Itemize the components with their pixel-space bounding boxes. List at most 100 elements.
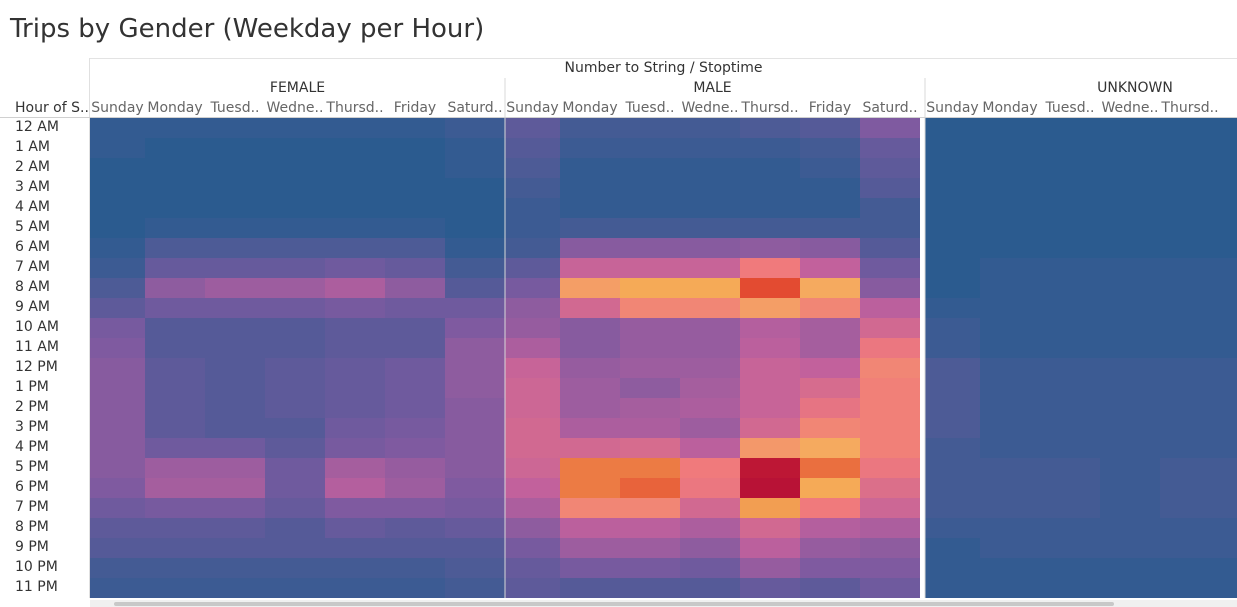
heatmap-cell-male-10-3[interactable] [680, 318, 740, 338]
heatmap-cell-female-9-6[interactable] [445, 298, 505, 318]
heatmap-cell-unknown-13-5[interactable] [1220, 378, 1237, 398]
heatmap-cell-male-22-2[interactable] [620, 558, 680, 578]
heatmap-cell-unknown-21-3[interactable] [1100, 538, 1160, 558]
heatmap-cell-female-6-3[interactable] [265, 238, 325, 258]
heatmap-cell-unknown-14-1[interactable] [980, 398, 1040, 418]
heatmap-cell-female-11-1[interactable] [145, 338, 205, 358]
heatmap-cell-female-12-6[interactable] [445, 358, 505, 378]
heatmap-cell-female-6-0[interactable] [90, 238, 145, 258]
heatmap-cell-unknown-10-5[interactable] [1220, 318, 1237, 338]
heatmap-cell-male-23-6[interactable] [860, 578, 920, 598]
heatmap-cell-male-18-0[interactable] [505, 478, 560, 498]
heatmap-cell-male-12-0[interactable] [505, 358, 560, 378]
heatmap-cell-female-2-1[interactable] [145, 158, 205, 178]
heatmap-cell-unknown-17-1[interactable] [980, 458, 1040, 478]
heatmap-cell-female-15-2[interactable] [205, 418, 265, 438]
heatmap-cell-female-21-6[interactable] [445, 538, 505, 558]
heatmap-cell-female-14-1[interactable] [145, 398, 205, 418]
heatmap-cell-male-23-1[interactable] [560, 578, 620, 598]
heatmap-cell-unknown-16-1[interactable] [980, 438, 1040, 458]
heatmap-cell-unknown-8-2[interactable] [1040, 278, 1100, 298]
heatmap-cell-unknown-18-4[interactable] [1160, 478, 1220, 498]
heatmap-cell-male-14-5[interactable] [800, 398, 860, 418]
heatmap-cell-male-8-2[interactable] [620, 278, 680, 298]
heatmap-cell-unknown-8-5[interactable] [1220, 278, 1237, 298]
heatmap-cell-female-7-3[interactable] [265, 258, 325, 278]
heatmap-cell-male-11-6[interactable] [860, 338, 920, 358]
heatmap-cell-female-8-6[interactable] [445, 278, 505, 298]
heatmap-cell-male-8-0[interactable] [505, 278, 560, 298]
heatmap-cell-male-14-4[interactable] [740, 398, 800, 418]
heatmap-cell-unknown-8-1[interactable] [980, 278, 1040, 298]
heatmap-cell-unknown-12-2[interactable] [1040, 358, 1100, 378]
heatmap-cell-male-7-3[interactable] [680, 258, 740, 278]
heatmap-cell-male-7-5[interactable] [800, 258, 860, 278]
heatmap-cell-unknown-5-3[interactable] [1100, 218, 1160, 238]
heatmap-cell-female-17-3[interactable] [265, 458, 325, 478]
heatmap-cell-unknown-12-5[interactable] [1220, 358, 1237, 378]
heatmap-cell-female-20-0[interactable] [90, 518, 145, 538]
heatmap-cell-unknown-11-1[interactable] [980, 338, 1040, 358]
heatmap-cell-male-0-4[interactable] [740, 118, 800, 138]
heatmap-cell-unknown-6-3[interactable] [1100, 238, 1160, 258]
heatmap-cell-male-0-1[interactable] [560, 118, 620, 138]
heatmap-cell-unknown-23-3[interactable] [1100, 578, 1160, 598]
heatmap-cell-unknown-2-1[interactable] [980, 158, 1040, 178]
heatmap-cell-unknown-11-4[interactable] [1160, 338, 1220, 358]
heatmap-cell-unknown-14-0[interactable] [925, 398, 980, 418]
heatmap-cell-unknown-12-1[interactable] [980, 358, 1040, 378]
heatmap-cell-female-4-2[interactable] [205, 198, 265, 218]
heatmap-cell-female-13-1[interactable] [145, 378, 205, 398]
heatmap-cell-unknown-4-3[interactable] [1100, 198, 1160, 218]
heatmap-cell-female-1-4[interactable] [325, 138, 385, 158]
heatmap-cell-unknown-6-4[interactable] [1160, 238, 1220, 258]
heatmap-cell-unknown-6-5[interactable] [1220, 238, 1237, 258]
heatmap-cell-female-22-1[interactable] [145, 558, 205, 578]
heatmap-cell-female-5-3[interactable] [265, 218, 325, 238]
heatmap-cell-male-11-1[interactable] [560, 338, 620, 358]
heatmap-cell-unknown-20-5[interactable] [1220, 518, 1237, 538]
heatmap-cell-male-13-5[interactable] [800, 378, 860, 398]
heatmap-cell-unknown-18-1[interactable] [980, 478, 1040, 498]
heatmap-cell-unknown-20-0[interactable] [925, 518, 980, 538]
heatmap-cell-male-2-3[interactable] [680, 158, 740, 178]
heatmap-cell-male-3-4[interactable] [740, 178, 800, 198]
heatmap-cell-unknown-20-1[interactable] [980, 518, 1040, 538]
heatmap-cell-female-1-2[interactable] [205, 138, 265, 158]
heatmap-cell-unknown-13-1[interactable] [980, 378, 1040, 398]
heatmap-cell-male-0-3[interactable] [680, 118, 740, 138]
heatmap-cell-unknown-15-2[interactable] [1040, 418, 1100, 438]
heatmap-cell-male-16-6[interactable] [860, 438, 920, 458]
heatmap-cell-unknown-0-1[interactable] [980, 118, 1040, 138]
heatmap-cell-female-18-4[interactable] [325, 478, 385, 498]
heatmap-cell-male-21-6[interactable] [860, 538, 920, 558]
heatmap-cell-male-8-1[interactable] [560, 278, 620, 298]
heatmap-cell-female-9-1[interactable] [145, 298, 205, 318]
heatmap-cell-male-17-4[interactable] [740, 458, 800, 478]
heatmap-cell-male-17-1[interactable] [560, 458, 620, 478]
heatmap-cell-female-12-1[interactable] [145, 358, 205, 378]
heatmap-cell-unknown-2-4[interactable] [1160, 158, 1220, 178]
heatmap-cell-male-9-3[interactable] [680, 298, 740, 318]
heatmap-cell-unknown-4-0[interactable] [925, 198, 980, 218]
heatmap-cell-female-13-3[interactable] [265, 378, 325, 398]
heatmap-cell-female-14-3[interactable] [265, 398, 325, 418]
heatmap-cell-male-20-4[interactable] [740, 518, 800, 538]
heatmap-cell-unknown-14-3[interactable] [1100, 398, 1160, 418]
heatmap-cell-male-22-6[interactable] [860, 558, 920, 578]
heatmap-cell-unknown-21-4[interactable] [1160, 538, 1220, 558]
heatmap-cell-female-23-0[interactable] [90, 578, 145, 598]
heatmap-cell-female-3-4[interactable] [325, 178, 385, 198]
heatmap-cell-male-6-1[interactable] [560, 238, 620, 258]
heatmap-cell-female-17-1[interactable] [145, 458, 205, 478]
heatmap-cell-female-18-3[interactable] [265, 478, 325, 498]
heatmap-cell-female-9-3[interactable] [265, 298, 325, 318]
heatmap-cell-unknown-20-3[interactable] [1100, 518, 1160, 538]
heatmap-cell-female-13-2[interactable] [205, 378, 265, 398]
horizontal-scrollbar[interactable] [90, 600, 1237, 607]
heatmap-cell-unknown-9-3[interactable] [1100, 298, 1160, 318]
heatmap-cell-male-2-1[interactable] [560, 158, 620, 178]
heatmap-cell-unknown-7-0[interactable] [925, 258, 980, 278]
heatmap-cell-female-9-5[interactable] [385, 298, 445, 318]
heatmap-cell-male-14-0[interactable] [505, 398, 560, 418]
